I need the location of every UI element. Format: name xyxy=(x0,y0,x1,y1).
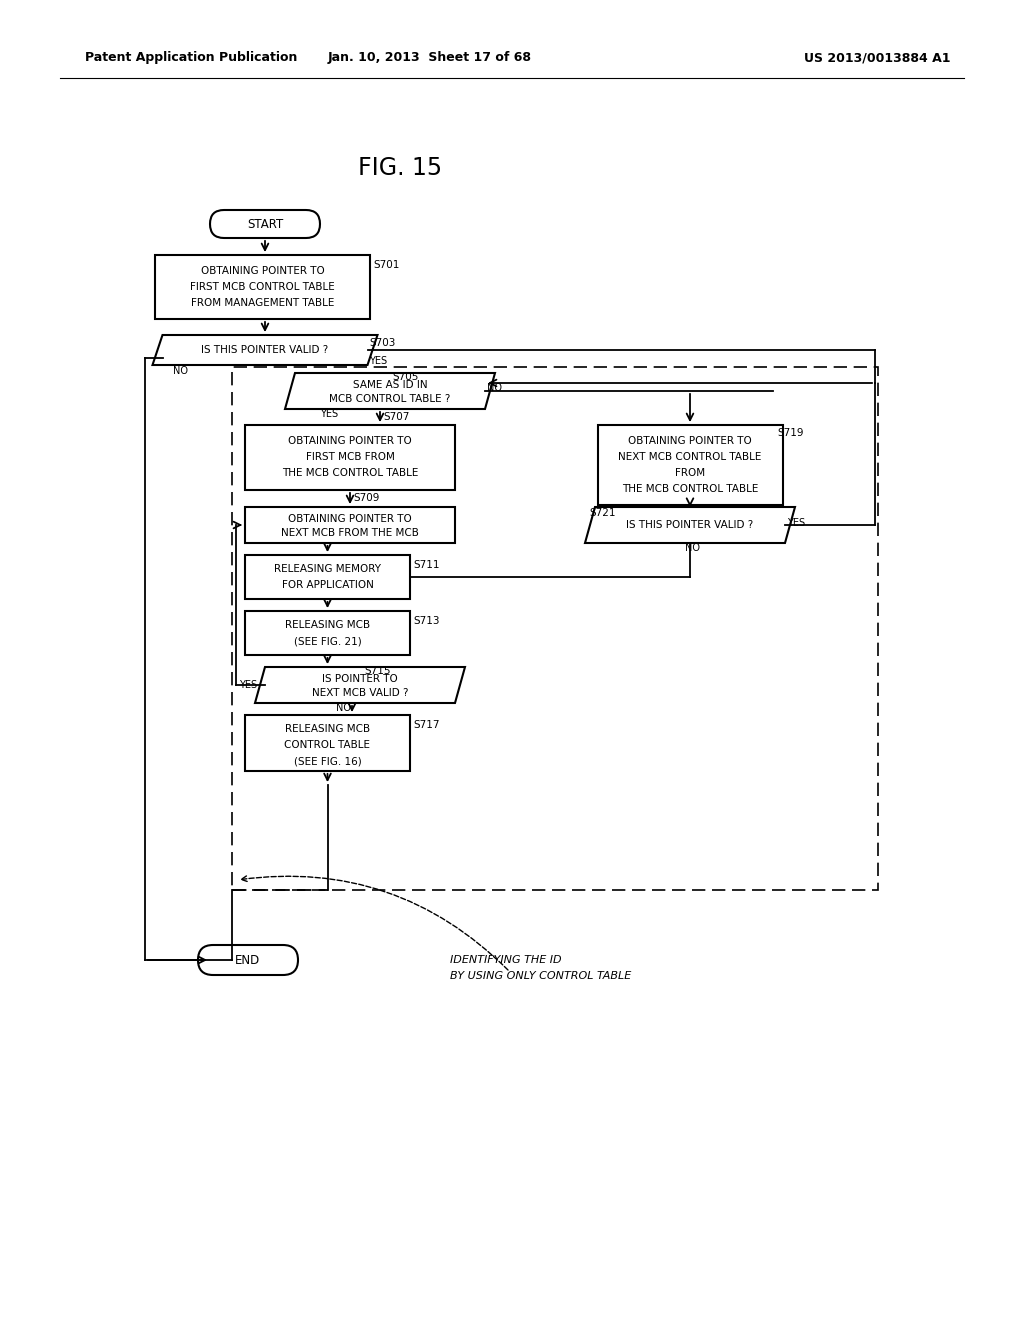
Text: YES: YES xyxy=(319,409,338,418)
Text: OBTAINING POINTER TO: OBTAINING POINTER TO xyxy=(201,267,325,276)
Text: FROM: FROM xyxy=(675,469,706,478)
Text: FIRST MCB FROM: FIRST MCB FROM xyxy=(305,451,394,462)
Text: (SEE FIG. 16): (SEE FIG. 16) xyxy=(294,756,361,766)
Text: IDENTIFYING THE ID: IDENTIFYING THE ID xyxy=(450,954,561,965)
Text: S701: S701 xyxy=(373,260,399,271)
Text: RELEASING MCB: RELEASING MCB xyxy=(285,723,370,734)
Text: Patent Application Publication: Patent Application Publication xyxy=(85,51,297,65)
Text: S719: S719 xyxy=(777,428,804,438)
Text: THE MCB CONTROL TABLE: THE MCB CONTROL TABLE xyxy=(622,484,758,494)
Text: S717: S717 xyxy=(413,719,439,730)
Text: RELEASING MEMORY: RELEASING MEMORY xyxy=(274,564,381,574)
Text: MCB CONTROL TABLE ?: MCB CONTROL TABLE ? xyxy=(330,393,451,404)
Text: FOR APPLICATION: FOR APPLICATION xyxy=(282,579,374,590)
Text: S705: S705 xyxy=(392,372,419,381)
Text: FROM MANAGEMENT TABLE: FROM MANAGEMENT TABLE xyxy=(190,298,334,308)
Text: RELEASING MCB: RELEASING MCB xyxy=(285,620,370,630)
Text: FIG. 15: FIG. 15 xyxy=(358,156,442,180)
Text: NEXT MCB FROM THE MCB: NEXT MCB FROM THE MCB xyxy=(281,528,419,539)
Text: US 2013/0013884 A1: US 2013/0013884 A1 xyxy=(804,51,950,65)
Text: OBTAINING POINTER TO: OBTAINING POINTER TO xyxy=(288,436,412,446)
Bar xyxy=(232,367,878,890)
Text: FIRST MCB CONTROL TABLE: FIRST MCB CONTROL TABLE xyxy=(190,282,335,292)
Text: S707: S707 xyxy=(383,412,410,422)
Text: S709: S709 xyxy=(353,492,379,503)
Bar xyxy=(155,255,370,319)
Text: S721: S721 xyxy=(589,508,615,517)
Text: NO: NO xyxy=(487,383,502,393)
Text: NO: NO xyxy=(172,366,187,376)
Text: S711: S711 xyxy=(413,560,439,570)
Bar xyxy=(597,425,782,506)
Text: THE MCB CONTROL TABLE: THE MCB CONTROL TABLE xyxy=(282,469,418,478)
Text: CONTROL TABLE: CONTROL TABLE xyxy=(285,741,371,750)
Text: START: START xyxy=(247,218,283,231)
Bar xyxy=(245,425,455,490)
Polygon shape xyxy=(285,374,495,409)
Text: NEXT MCB VALID ?: NEXT MCB VALID ? xyxy=(311,688,409,698)
Polygon shape xyxy=(153,335,378,366)
Text: S713: S713 xyxy=(413,616,439,626)
Text: OBTAINING POINTER TO: OBTAINING POINTER TO xyxy=(628,436,752,446)
Text: (SEE FIG. 21): (SEE FIG. 21) xyxy=(294,636,361,645)
Text: S703: S703 xyxy=(370,338,396,348)
Text: YES: YES xyxy=(787,517,805,528)
Bar xyxy=(245,715,410,771)
Text: OBTAINING POINTER TO: OBTAINING POINTER TO xyxy=(288,513,412,524)
Text: NO: NO xyxy=(336,704,351,713)
Bar xyxy=(245,554,410,599)
Text: NEXT MCB CONTROL TABLE: NEXT MCB CONTROL TABLE xyxy=(618,451,762,462)
Text: END: END xyxy=(236,953,261,966)
Text: IS THIS POINTER VALID ?: IS THIS POINTER VALID ? xyxy=(202,345,329,355)
Bar xyxy=(245,507,455,543)
Text: IS THIS POINTER VALID ?: IS THIS POINTER VALID ? xyxy=(627,520,754,531)
Polygon shape xyxy=(255,667,465,704)
Polygon shape xyxy=(585,507,795,543)
FancyBboxPatch shape xyxy=(210,210,319,238)
Bar xyxy=(245,611,410,655)
Text: NO: NO xyxy=(685,543,700,553)
FancyBboxPatch shape xyxy=(198,945,298,975)
Text: SAME AS ID IN: SAME AS ID IN xyxy=(352,380,427,389)
Text: YES: YES xyxy=(239,680,257,690)
Text: YES: YES xyxy=(370,356,388,366)
Text: IS POINTER TO: IS POINTER TO xyxy=(323,675,398,684)
Text: S715: S715 xyxy=(364,667,390,676)
Text: BY USING ONLY CONTROL TABLE: BY USING ONLY CONTROL TABLE xyxy=(450,972,631,981)
Text: Jan. 10, 2013  Sheet 17 of 68: Jan. 10, 2013 Sheet 17 of 68 xyxy=(328,51,532,65)
